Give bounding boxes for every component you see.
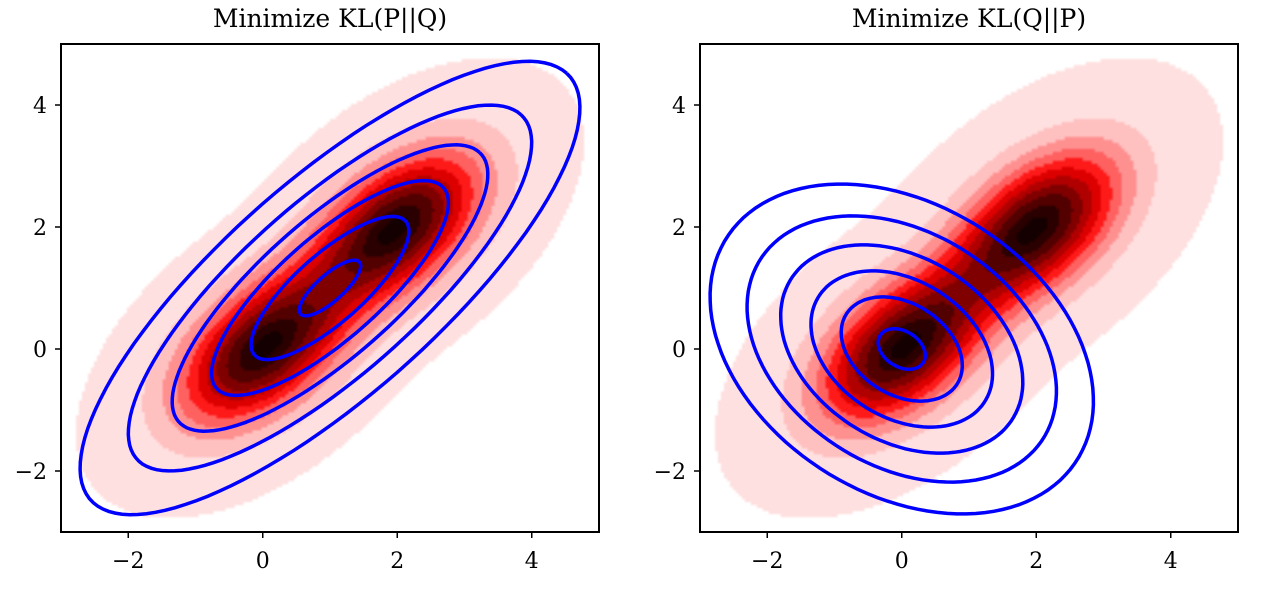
q-contour-line [126,103,534,473]
plot-area [61,44,599,532]
q-contour-line [708,182,1096,516]
x-tick-label: 0 [256,549,270,574]
x-tick-label: 0 [895,549,909,574]
x-axis: −2 0 2 4 [112,532,539,574]
q-contour-line [170,143,490,433]
approx-q-contours [78,59,582,517]
panel-kl-p-q: Minimize KL(P||Q) −2 0 2 4 −2 0 2 4 [15,4,600,574]
axes-frame [60,43,600,533]
y-tick-label: 4 [33,94,47,119]
x-tick-label: −2 [751,549,783,574]
q-contour-line [778,243,1025,455]
y-axis: −2 0 2 4 [654,94,700,485]
x-tick-label: −2 [112,549,144,574]
target-density-fill [700,44,1238,532]
q-contour-line [78,59,582,517]
y-tick-label: 0 [672,338,686,363]
panel-kl-q-p: Minimize KL(Q||P) −2 0 2 4 −2 0 2 4 [654,4,1239,574]
y-tick-label: −2 [654,460,686,485]
x-tick-label: 2 [390,549,404,574]
y-tick-label: 0 [33,338,47,363]
chart-title: Minimize KL(P||Q) [213,4,447,34]
chart-title: Minimize KL(Q||P) [852,4,1086,34]
q-contour-line [839,295,965,403]
y-tick-label: 2 [33,216,47,241]
x-tick-label: 2 [1029,549,1043,574]
x-tick-label: 4 [525,549,539,574]
q-contour-line [876,327,928,371]
x-tick-label: 4 [1164,549,1178,574]
q-contour-line [209,178,451,398]
y-tick-label: 2 [672,216,686,241]
plot-area [700,44,1238,532]
y-tick-label: 4 [672,94,686,119]
y-axis: −2 0 2 4 [15,94,61,485]
target-density-fill [61,44,599,532]
q-contour-line [809,269,995,429]
x-axis: −2 0 2 4 [751,532,1178,574]
axes-frame [699,43,1239,533]
q-contour-line [249,214,411,362]
y-tick-label: −2 [15,460,47,485]
approx-q-contours [708,182,1096,516]
q-contour-line [745,214,1059,484]
q-contour-line [297,258,363,318]
